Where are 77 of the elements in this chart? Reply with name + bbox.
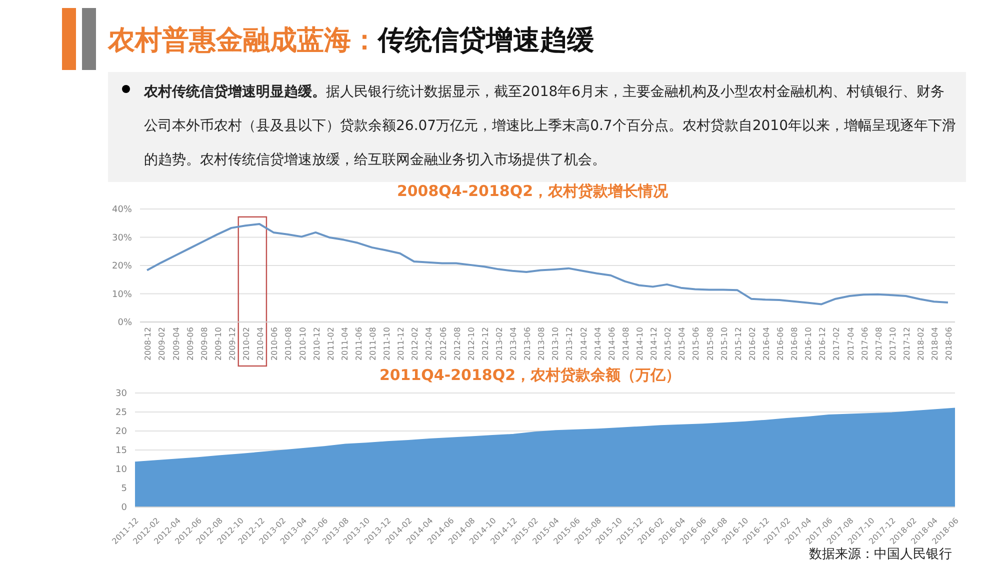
x-tick-label: 2015-12 — [734, 327, 743, 360]
chart-title: 2011Q4-2018Q2，农村贷款余额（万亿） — [378, 366, 682, 385]
y-tick-label: 20% — [112, 262, 132, 272]
source-note: 数据来源：中国人民银行 — [809, 546, 952, 563]
x-tick-label: 2010-06 — [270, 327, 280, 360]
x-tick-label: 2018-04 — [930, 327, 940, 360]
x-tick-label: 2011-10 — [382, 327, 392, 360]
x-tick-label: 2011-12 — [396, 327, 406, 360]
x-tick-label: 2013-02 — [495, 327, 504, 360]
y-tick-label: 0 — [121, 503, 128, 514]
y-tick-label: 15 — [116, 446, 127, 456]
x-tick-label: 2010-08 — [284, 327, 294, 360]
x-tick-label: 2015-04 — [678, 327, 687, 360]
y-tick-label: 0% — [118, 318, 132, 328]
x-tick-label: 2013-06 — [523, 327, 532, 360]
x-tick-label: 2017-04 — [846, 327, 856, 360]
x-tick-label: 2010-10 — [298, 327, 308, 360]
x-tick-label: 2009-10 — [214, 327, 223, 360]
x-tick-label: 2009-02 — [158, 327, 167, 360]
text: 农村普惠金融成蓝海： — [108, 25, 378, 56]
x-tick-label: 2014-02 — [579, 327, 588, 360]
x-tick-label: 2015-10 — [720, 327, 729, 360]
x-tick-label: 2014-04 — [593, 327, 602, 360]
text: 传统信贷增速趋缓 — [378, 25, 594, 56]
x-tick-label: 2013-12 — [565, 327, 574, 360]
text: 农村传统信贷增速明显趋缓。 — [144, 84, 326, 100]
y-tick-label: 40% — [112, 205, 132, 216]
x-tick-label: 2018-06 — [944, 327, 954, 360]
y-tick-label: 30 — [116, 389, 128, 400]
x-tick-label: 2014-12 — [650, 327, 659, 360]
line-series — [146, 222, 949, 306]
x-tick-label: 2017-02 — [832, 327, 842, 360]
x-tick-label: 2017-10 — [888, 327, 898, 360]
x-tick-label: 2012-04 — [424, 327, 434, 360]
x-tick-label: 2017-12 — [902, 327, 912, 360]
x-tick-label: 2015-08 — [706, 327, 715, 360]
x-tick-label: 2014-08 — [621, 327, 630, 360]
x-tick-label: 2018-02 — [916, 327, 926, 360]
x-tick-label: 2013-08 — [537, 327, 546, 360]
x-tick-label: 2017-08 — [874, 327, 884, 360]
x-tick-label: 2009-08 — [200, 327, 209, 360]
x-tick-label: 2011-02 — [326, 327, 336, 360]
x-tick-label: 2014-06 — [607, 327, 616, 360]
x-tick-label: 2016-10 — [804, 327, 814, 360]
x-tick-label: 2013-04 — [509, 327, 518, 360]
x-tick-label: 2011-06 — [354, 327, 364, 360]
x-tick-label: 2011-04 — [340, 327, 350, 360]
x-tick-label: 2016-08 — [790, 327, 800, 360]
x-tick-label: 2016-04 — [762, 327, 771, 360]
x-tick-label: 2012-12 — [480, 327, 490, 360]
y-tick-label: 10% — [112, 290, 132, 300]
y-tick-label: 5 — [121, 484, 127, 494]
x-tick-label: 2013-10 — [551, 327, 560, 360]
x-tick-label: 2009-06 — [186, 327, 195, 360]
y-tick-label: 30% — [112, 233, 132, 244]
x-tick-label: 2011-08 — [368, 327, 378, 360]
x-tick-label: 2015-06 — [692, 327, 701, 360]
x-tick-label: 2010-04 — [256, 327, 266, 360]
x-tick-label: 2009-04 — [172, 327, 181, 360]
x-tick-label: 2009-12 — [228, 327, 238, 360]
y-tick-label: 20 — [116, 427, 128, 438]
x-tick-label: 2016-12 — [818, 327, 828, 360]
x-tick-label: 2015-02 — [664, 327, 673, 360]
x-tick-label: 2014-10 — [636, 327, 645, 360]
y-tick-label: 10 — [116, 465, 128, 476]
x-tick-label: 2016-02 — [748, 327, 757, 360]
x-tick-label: 2010-02 — [242, 327, 252, 360]
x-tick-label: 2017-06 — [860, 327, 870, 360]
y-tick-label: 25 — [116, 408, 127, 418]
x-tick-label: 2008-12 — [144, 327, 153, 360]
chart-title: 2008Q4-2018Q2，农村贷款增长情况 — [396, 182, 670, 201]
x-tick-label: 2010-12 — [312, 327, 322, 360]
x-tick-label: 2012-06 — [438, 327, 448, 360]
x-tick-label: 2016-06 — [776, 327, 786, 360]
x-tick-label: 2012-10 — [466, 327, 476, 360]
x-tick-label: 2012-08 — [452, 327, 462, 360]
x-tick-label: 2012-02 — [410, 327, 420, 360]
